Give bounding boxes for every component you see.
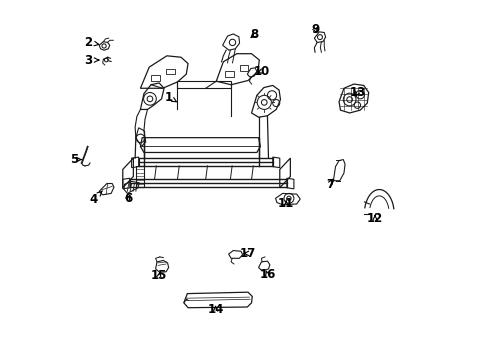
Text: 15: 15 (151, 270, 167, 283)
Text: 13: 13 (348, 86, 365, 99)
Text: 14: 14 (207, 303, 224, 316)
Text: 1: 1 (164, 91, 176, 104)
Text: 6: 6 (123, 192, 132, 205)
Text: 16: 16 (259, 268, 275, 281)
Text: 8: 8 (250, 28, 258, 41)
Text: 17: 17 (240, 247, 256, 260)
Text: 4: 4 (89, 191, 102, 206)
Text: 5: 5 (70, 153, 81, 166)
Text: 12: 12 (366, 212, 383, 225)
Text: 10: 10 (253, 65, 269, 78)
Text: 9: 9 (310, 23, 319, 36)
Text: 7: 7 (325, 178, 333, 191)
Text: 3: 3 (84, 54, 99, 67)
Text: 11: 11 (278, 198, 294, 211)
Text: 2: 2 (84, 36, 99, 49)
